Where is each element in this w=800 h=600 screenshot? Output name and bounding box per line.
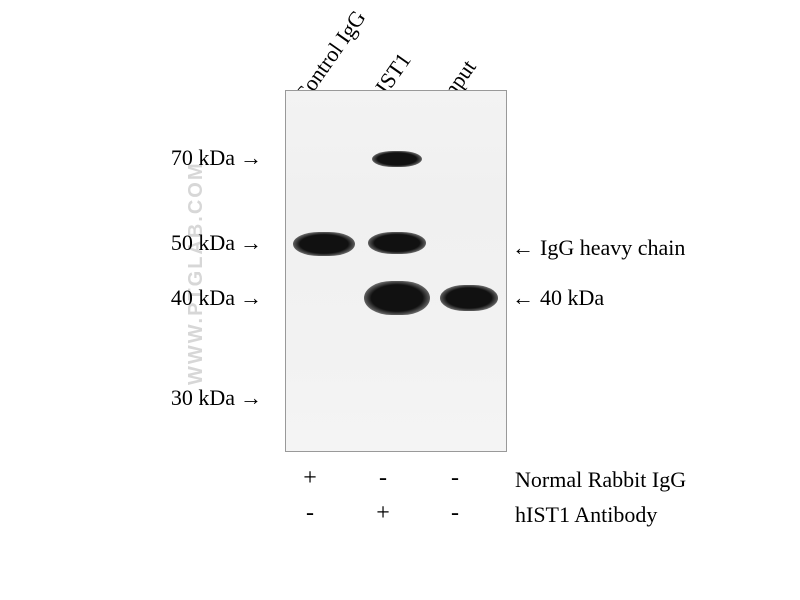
arrow-icon: → [240, 285, 262, 311]
cond-symbol: + [295, 465, 325, 492]
band-hist1-igg-heavy [368, 232, 426, 254]
cond-label-hist1-antibody: hIST1 Antibody [515, 502, 657, 528]
band-input-40kda [440, 285, 498, 311]
band-hist1-40kda [364, 281, 430, 315]
cond-symbol: - [368, 465, 398, 492]
arrow-icon: ← [512, 235, 534, 261]
watermark-text: WWW.PTGLAB.COM [185, 161, 208, 385]
marker-50kda: 50 kDa [155, 230, 235, 256]
band-hist1-70kda [372, 151, 422, 167]
blot-membrane [285, 90, 507, 452]
cond-label-normal-rabbit-igg: Normal Rabbit IgG [515, 467, 686, 493]
arrow-icon: → [240, 230, 262, 256]
band-control-igg-heavy [293, 232, 355, 256]
marker-40kda: 40 kDa [155, 285, 235, 311]
annotation-igg-heavy-chain: IgG heavy chain [540, 235, 685, 261]
marker-70kda: 70 kDa [155, 145, 235, 171]
arrow-icon: ← [512, 285, 534, 311]
arrow-icon: → [240, 385, 262, 411]
marker-30kda: 30 kDa [155, 385, 235, 411]
cond-symbol: - [440, 500, 470, 527]
cond-symbol: - [440, 465, 470, 492]
annotation-40kda: 40 kDa [540, 285, 604, 311]
arrow-icon: → [240, 145, 262, 171]
figure-container: WWW.PTGLAB.COM Control IgG hIST1 Input 7… [0, 0, 800, 600]
cond-symbol: + [368, 500, 398, 527]
cond-symbol: - [295, 500, 325, 527]
